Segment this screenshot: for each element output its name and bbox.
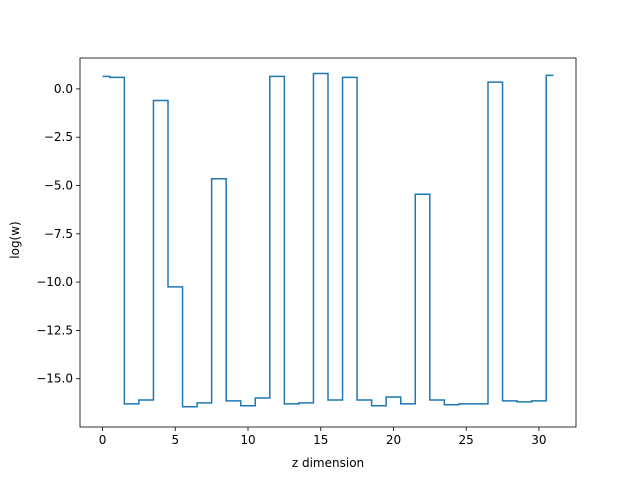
y-tick-label: −2.5 bbox=[44, 130, 73, 144]
y-axis-label: log(w) bbox=[8, 221, 22, 258]
x-tick-label: 25 bbox=[459, 433, 474, 447]
y-tick-label: 0.0 bbox=[54, 82, 73, 96]
x-tick-label: 15 bbox=[313, 433, 328, 447]
y-tick-label: −15.0 bbox=[36, 372, 73, 386]
x-axis-label: z dimension bbox=[292, 456, 364, 470]
y-tick-label: −5.0 bbox=[44, 179, 73, 193]
y-tick-label: −10.0 bbox=[36, 275, 73, 289]
y-tick-label: −7.5 bbox=[44, 227, 73, 241]
y-axis-ticks: 0.0 −2.5 −5.0 −7.5 −10.0 −12.5 −15.0 bbox=[36, 82, 80, 386]
x-tick-label: 30 bbox=[531, 433, 546, 447]
axes-frame bbox=[79, 57, 577, 428]
x-tick-label: 10 bbox=[240, 433, 255, 447]
plot-area bbox=[79, 57, 577, 428]
series-layer bbox=[102, 72, 554, 408]
x-axis-ticks: 0 5 10 15 20 25 30 bbox=[99, 427, 547, 447]
y-tick-label: −12.5 bbox=[36, 323, 73, 337]
x-tick-label: 5 bbox=[171, 433, 179, 447]
x-tick-label: 20 bbox=[386, 433, 401, 447]
x-tick-label: 0 bbox=[99, 433, 107, 447]
series-line-0 bbox=[102, 72, 554, 408]
